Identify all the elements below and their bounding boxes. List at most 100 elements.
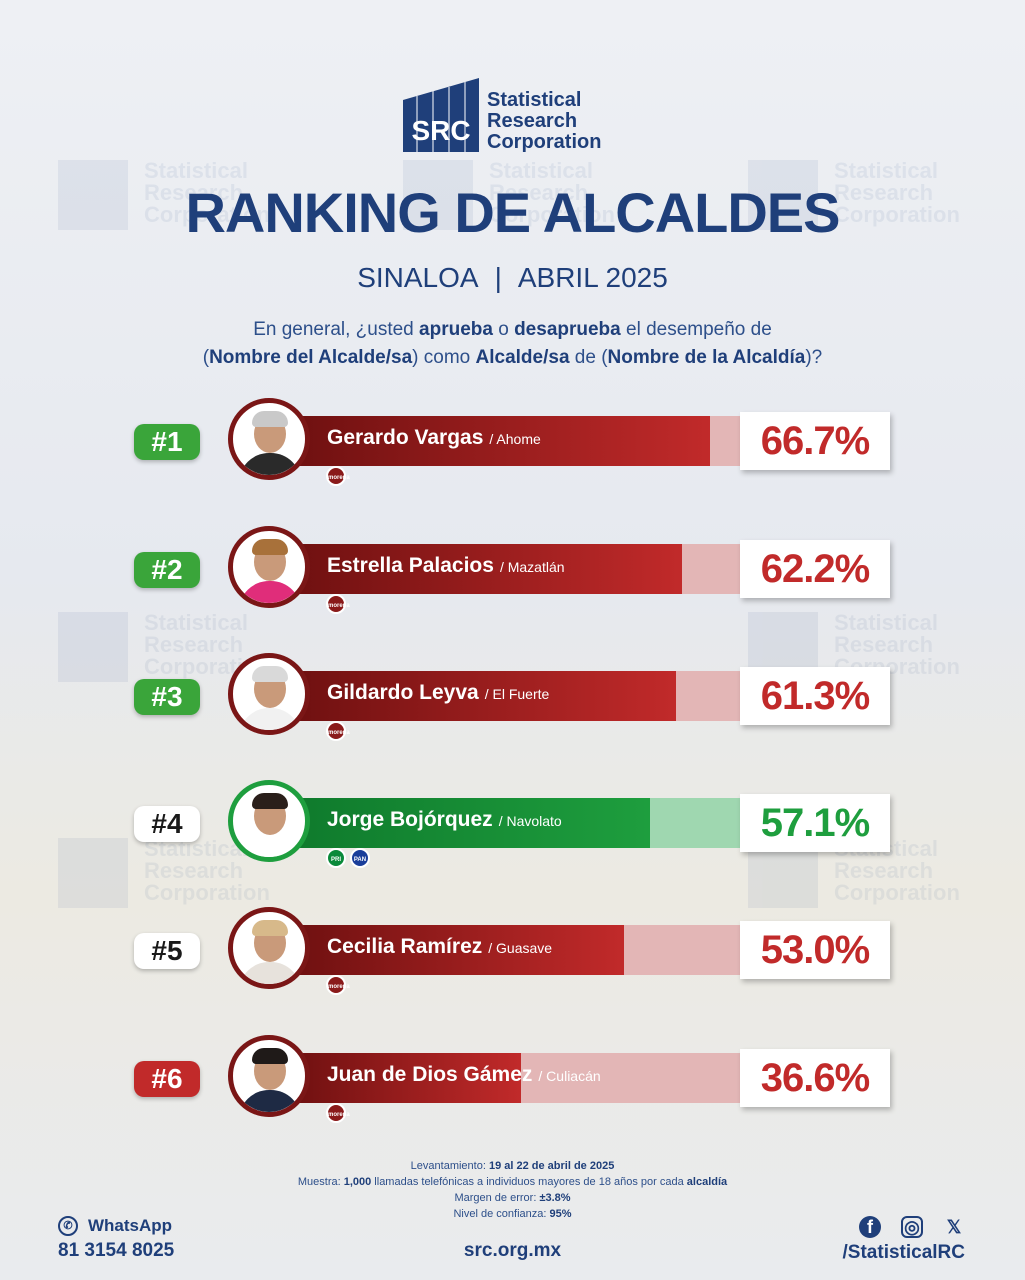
fieldwork-value: 19 al 22 de abril de 2025 — [488, 1160, 615, 1172]
whatsapp-label: WhatsApp — [88, 1216, 173, 1235]
candidate-photo — [228, 398, 310, 480]
candidate-photo — [228, 907, 310, 989]
approval-percentage: 66.7% — [740, 412, 890, 470]
approval-bar-remainder — [682, 544, 740, 594]
approval-bar — [290, 671, 740, 721]
rank-badge: #6 — [134, 1061, 200, 1097]
sample-unit: alcaldía — [686, 1176, 728, 1188]
margin-line: Margen de error: ±3.8% — [0, 1190, 1025, 1206]
ranking-row: #5 Cecilia Ramírez / Guasave 53.0% morena — [0, 907, 1025, 997]
question-emphasis: Nombre de la Alcaldía — [607, 347, 806, 368]
question-text: ) como — [412, 347, 476, 368]
approval-bar — [290, 925, 740, 975]
candidate-name-text: Juan de Dios Gámez — [327, 1063, 533, 1086]
question-emphasis: aprueba — [419, 319, 493, 340]
rank-badge: #5 — [134, 933, 200, 969]
margin-value: ±3.8% — [539, 1192, 571, 1204]
candidate-name: Gildardo Leyva / El Fuerte — [327, 681, 549, 705]
ranking-row: #3 Gildardo Leyva / El Fuerte 61.3% moren… — [0, 653, 1025, 743]
approval-percentage: 57.1% — [740, 794, 890, 852]
ranking-row: #2 Estrella Palacios / Mazatlán 62.2% mor… — [0, 526, 1025, 616]
approval-bar-fill — [290, 1053, 521, 1103]
question-text: ( — [202, 347, 210, 368]
question-text: el desempeño de — [620, 319, 772, 340]
confidence-line: Nivel de confianza: 95% — [0, 1206, 1025, 1222]
logo-line-2: Research — [487, 110, 578, 132]
approval-bar-remainder — [521, 1053, 740, 1103]
whatsapp-icon: ✆ — [58, 1216, 78, 1236]
website-link[interactable]: src.org.mx — [463, 1240, 562, 1261]
party-logo-icon: morena — [326, 466, 350, 486]
candidate-municipality: / Navolato — [498, 813, 562, 829]
approval-bar-remainder — [624, 925, 740, 975]
party-logo-icon: morena — [326, 975, 350, 995]
approval-bar-fill — [290, 671, 676, 721]
methodology-notes: Levantamiento: 19 al 22 de abril de 2025… — [0, 1158, 1025, 1222]
sample-text: llamadas telefónicas a individuos mayore… — [371, 1176, 687, 1188]
candidate-municipality: / Guasave — [488, 940, 553, 956]
candidate-photo — [228, 1035, 310, 1117]
candidate-name: Juan de Dios Gámez / Culiacán — [327, 1063, 601, 1087]
approval-bar-fill — [290, 544, 682, 594]
party-logo-icon: PRI — [326, 848, 346, 868]
candidate-name: Estrella Palacios / Mazatlán — [327, 554, 565, 578]
period-label: ABRIL 2025 — [517, 262, 668, 293]
rank-badge: #3 — [134, 679, 200, 715]
candidate-name: Cecilia Ramírez / Guasave — [327, 935, 552, 959]
candidate-municipality: / Ahome — [489, 431, 541, 447]
question-emphasis: desaprueba — [514, 319, 621, 340]
social-links: f ◎ 𝕏 /StatisticalRC — [843, 1216, 965, 1264]
question-text: En general, ¿usted — [253, 319, 420, 340]
party-logo-icon: morena — [326, 594, 350, 614]
confidence-value: 95% — [549, 1208, 572, 1220]
candidate-municipality: / Mazatlán — [499, 559, 565, 575]
approval-bar-remainder — [650, 798, 740, 848]
party-logo-icon: morena — [326, 721, 350, 741]
rank-badge: #4 — [134, 806, 200, 842]
question-emphasis: Nombre del Alcalde/sa — [209, 347, 413, 368]
approval-percentage: 36.6% — [740, 1049, 890, 1107]
candidate-name: Gerardo Vargas / Ahome — [327, 426, 541, 450]
sample-line: Muestra: 1,000 llamadas telefónicas a in… — [0, 1174, 1025, 1190]
svg-text:SRC: SRC — [411, 115, 470, 146]
approval-bar-fill — [290, 925, 624, 975]
approval-bar — [290, 544, 740, 594]
candidate-photo — [228, 653, 310, 735]
subtitle-separator: | — [494, 262, 502, 293]
rank-badge: #1 — [134, 424, 200, 460]
sample-size: 1,000 — [343, 1176, 372, 1188]
question-emphasis: Alcalde/sa — [475, 347, 570, 368]
approval-percentage: 62.2% — [740, 540, 890, 598]
question-text: )? — [805, 347, 823, 368]
candidate-name-text: Jorge Bojórquez — [327, 808, 493, 831]
logo-wordmark: Statistical Research Corporation — [487, 90, 601, 153]
approval-bar-fill — [290, 416, 710, 466]
approval-bar — [290, 798, 740, 848]
candidate-name-text: Estrella Palacios — [327, 554, 494, 577]
fieldwork-line: Levantamiento: 19 al 22 de abril de 2025 — [0, 1158, 1025, 1174]
approval-bar-remainder — [676, 671, 740, 721]
candidate-name-text: Gildardo Leyva — [327, 681, 479, 704]
social-handle[interactable]: /StatisticalRC — [842, 1242, 965, 1263]
ranking-row: #6 Juan de Dios Gámez / Culiacán 36.6% mo… — [0, 1035, 1025, 1125]
state-label: SINALOA — [357, 262, 479, 293]
rank-badge: #2 — [134, 552, 200, 588]
candidate-photo — [228, 780, 310, 862]
question-text: de ( — [569, 347, 608, 368]
candidate-photo — [228, 526, 310, 608]
party-logo-icon: morena — [326, 1103, 350, 1123]
logo-line-1: Statistical — [487, 89, 582, 111]
instagram-icon[interactable]: ◎ — [901, 1216, 923, 1238]
party-logo-icon: PAN — [350, 848, 370, 868]
whatsapp-contact[interactable]: ✆ WhatsApp 81 3154 8025 — [58, 1216, 174, 1262]
phone-number[interactable]: 81 3154 8025 — [58, 1240, 175, 1261]
x-icon[interactable]: 𝕏 — [946, 1217, 962, 1237]
logo-line-3: Corporation — [487, 131, 602, 153]
facebook-icon[interactable]: f — [859, 1216, 881, 1238]
ranking-row: #1 Gerardo Vargas / Ahome 66.7% morena — [0, 398, 1025, 488]
approval-bar — [290, 416, 740, 466]
margin-label: Margen de error: — [454, 1192, 540, 1204]
survey-question: En general, ¿usted aprueba o desaprueba … — [0, 316, 1025, 372]
approval-percentage: 61.3% — [740, 667, 890, 725]
logo-mark-icon: SRC — [403, 78, 479, 152]
